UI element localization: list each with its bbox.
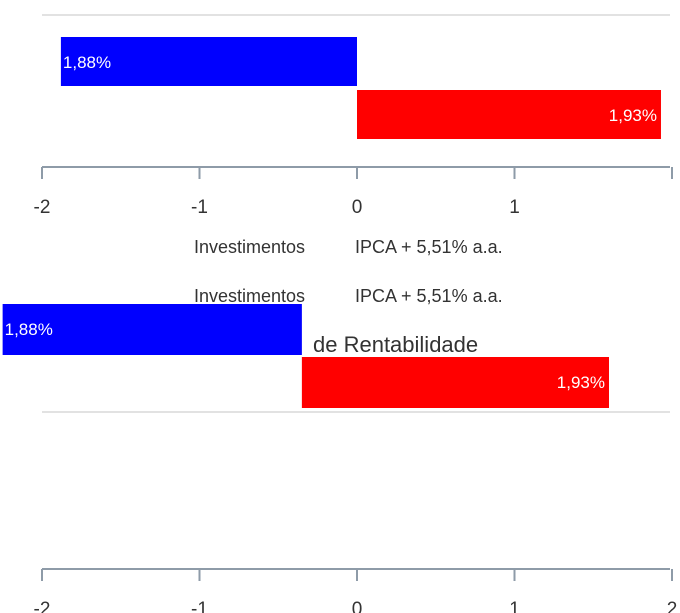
x-tick-label-1-4: 2 [667,599,678,613]
x-tick-label-0-2: 0 [352,197,363,218]
bar-0-0 [60,37,358,86]
legend-label-2: Investimentos [194,286,305,306]
bar-1-0 [2,304,302,355]
x-tick-label-1-3: 1 [509,599,520,613]
x-tick-label-0-3: 1 [509,197,520,218]
x-tick-label-0-0: -2 [34,197,51,218]
legend-label: Investimentos [194,237,305,257]
bar-label-0-1: 1,93% [609,106,657,125]
x-tick-label-0-1: -1 [191,197,208,218]
bar-0-1 [357,90,661,139]
chart-title-fragment: de Rentabilidade [313,332,478,357]
x-tick-label-1-2: 0 [352,599,363,613]
bar-1-1 [301,357,609,408]
x-tick-label-1-0: -2 [34,599,51,613]
x-tick-label-1-1: -1 [191,599,208,613]
bar-label-1-0: 1,88% [5,320,53,339]
legend-value: IPCA + 5,51% a.a. [355,237,503,257]
chart-1: -2 -1 0 1 1,88% 1,93% [34,14,673,218]
bar-label-0-0: 1,88% [63,53,111,72]
chart-2: 1,88% 1,93% -2 -1 0 1 2 [2,304,678,613]
legend-value-2: IPCA + 5,51% a.a. [355,286,503,306]
bar-label-1-1: 1,93% [557,373,605,392]
